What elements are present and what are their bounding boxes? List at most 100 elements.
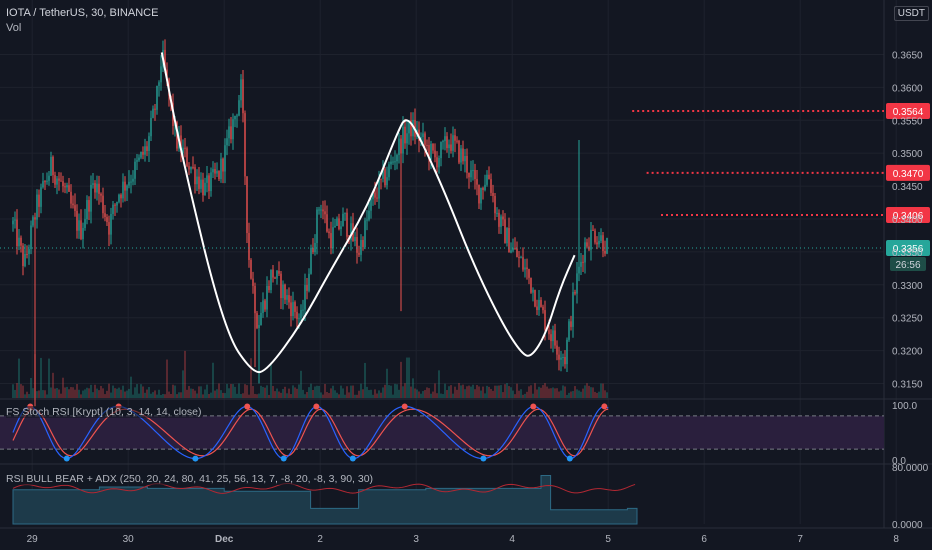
candle-body [202, 179, 204, 196]
candle-body [184, 147, 186, 149]
candle-body [480, 187, 482, 204]
volume-bar [174, 385, 176, 398]
adx-pane [12, 475, 638, 525]
candle-body [248, 233, 250, 260]
volume-bar [348, 392, 350, 398]
volume-bar [390, 385, 392, 398]
candle-body [204, 182, 206, 196]
volume-bar [418, 391, 420, 398]
volume-bar [370, 389, 372, 398]
volume-bar [358, 390, 360, 398]
volume-bar [36, 391, 38, 398]
candle-body [58, 178, 60, 181]
volume-bar [362, 389, 364, 398]
candle-body [410, 120, 412, 137]
volume-bar [538, 386, 540, 398]
volume-bar [350, 385, 352, 398]
candle-body [274, 277, 276, 279]
volume-bar [360, 383, 362, 398]
volume-bar [274, 391, 276, 398]
volume-bar [468, 385, 470, 398]
candle-body [394, 161, 396, 163]
candle-body [342, 213, 344, 227]
candle-body [440, 142, 442, 159]
volume-bar [204, 389, 206, 398]
volume-bar [404, 383, 406, 398]
candle-body [234, 115, 236, 120]
volume-bar [340, 385, 342, 398]
volume-bar [32, 388, 34, 398]
candle-body [66, 185, 68, 188]
candle-body [422, 133, 424, 138]
rsi-bull-bear-adx-title[interactable]: RSI BULL BEAR + ADX (250, 20, 24, 80, 41… [6, 473, 374, 485]
candle-body [490, 179, 492, 193]
candle-body [80, 220, 82, 240]
candle-body [502, 216, 504, 220]
volume-bar [232, 384, 234, 398]
candle-body [340, 226, 342, 230]
volume-bar [22, 385, 24, 398]
target-price-label: 0.3406 [893, 211, 924, 222]
candle-body [354, 237, 356, 242]
candle-body [384, 169, 386, 186]
volume-bar [54, 388, 56, 398]
volume-bar [154, 390, 156, 398]
volume-bar [500, 385, 502, 398]
candle-body [150, 117, 152, 137]
candle-body [26, 253, 28, 255]
volume-bar [520, 389, 522, 398]
candle-body [24, 253, 26, 266]
volume-bar [528, 386, 530, 398]
volume-bar [402, 386, 404, 398]
candle-body [598, 240, 600, 245]
date-tick-label: 30 [123, 534, 135, 545]
candle-body [316, 209, 318, 244]
volume-bar [506, 383, 508, 398]
currency-badge[interactable]: USDT [893, 6, 929, 21]
volume-bar [458, 383, 460, 398]
candle-body [40, 187, 42, 207]
stoch-overbought-dot [244, 403, 251, 410]
candle-body [266, 285, 268, 310]
volume-bar [234, 386, 236, 398]
stoch-rsi-title[interactable]: FS Stoch RSI [Krypt] (10, 3, 14, 14, clo… [6, 406, 202, 418]
candle-body [278, 270, 280, 274]
candle-body [496, 212, 498, 214]
candle-body [506, 228, 508, 244]
volume-bar [440, 393, 442, 398]
target-price-box [886, 207, 930, 224]
candle-body [462, 148, 464, 162]
volume-bar [344, 394, 346, 398]
volume-bar [562, 385, 564, 398]
volume-bar [136, 384, 138, 398]
candle-body [56, 178, 58, 185]
volume-bar [236, 393, 238, 398]
volume-bar [12, 384, 14, 398]
candle-body [396, 155, 398, 162]
candle-body [566, 339, 568, 365]
candle-body [600, 235, 602, 241]
volume-bar [410, 386, 412, 398]
candle-body [260, 312, 262, 326]
volume-bar [52, 372, 54, 398]
candle-body [308, 273, 310, 291]
volume-bar [256, 394, 258, 398]
volume-bar [438, 370, 440, 398]
candle-body [424, 133, 426, 145]
stoch-oversold-dot [192, 455, 199, 462]
volume-bar [320, 392, 322, 398]
volume-bar [144, 392, 146, 398]
volume-bar [18, 358, 20, 398]
candle-body [314, 243, 316, 253]
candle-layer [12, 39, 608, 407]
candle-body [196, 176, 198, 185]
volume-bar [604, 390, 606, 398]
candle-body [280, 273, 282, 299]
candle-body [18, 237, 20, 247]
price-tick-label: 0.3250 [892, 314, 923, 325]
candle-body [578, 266, 580, 274]
volume-bar [498, 385, 500, 398]
candle-body [180, 135, 182, 153]
candle-body [272, 269, 274, 278]
